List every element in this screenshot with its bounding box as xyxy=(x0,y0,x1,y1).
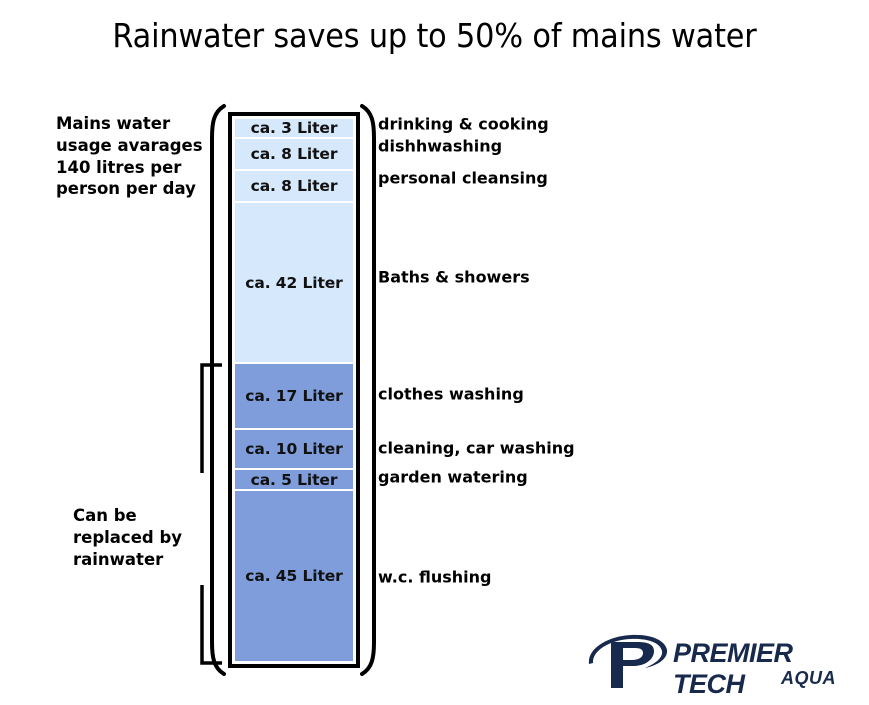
bar-segment-stack: ca. 3 Liter ca. 8 Liter ca. 8 Liter ca. 42 … xyxy=(235,119,353,661)
page-title: Rainwater saves up to 50% of mains water xyxy=(112,16,757,55)
bar-segment: ca. 45 Liter xyxy=(235,491,353,661)
bracket-rainwater-lower xyxy=(200,585,222,665)
bar-segment-value: ca. 8 Liter xyxy=(250,145,338,164)
bar-segment-value: ca. 8 Liter xyxy=(250,177,338,196)
water-usage-stacked-bar: ca. 3 Liter ca. 8 Liter ca. 8 Liter ca. 42 … xyxy=(228,112,360,668)
bar-segment: ca. 3 Liter xyxy=(235,119,353,139)
bracket-rainwater-upper xyxy=(200,363,222,473)
premier-tech-p-swoosh-icon xyxy=(588,634,668,688)
bar-segment: ca. 5 Liter xyxy=(235,470,353,491)
bar-segment-value: ca. 45 Liter xyxy=(245,567,343,585)
bar-segment: ca. 8 Liter xyxy=(235,139,353,172)
bar-segment-value: ca. 3 Liter xyxy=(250,119,338,137)
bar-segment-value: ca. 17 Liter xyxy=(245,387,343,406)
logo-subtext: AQUA xyxy=(781,668,836,688)
annotation-replaced-by-rainwater: Can be replaced by rainwater xyxy=(73,506,183,569)
category-label: w.c. flushing xyxy=(378,567,492,587)
category-label: dishhwashing xyxy=(378,136,503,156)
bar-segment: ca. 10 Liter xyxy=(235,430,353,471)
category-label: drinking & cooking xyxy=(378,114,549,134)
category-label: cleaning, car washing xyxy=(378,438,575,458)
bar-segment-value: ca. 10 Liter xyxy=(245,440,343,459)
bracket-left-total xyxy=(210,104,226,676)
bar-segment: ca. 42 Liter xyxy=(235,203,353,365)
bar-segment-value: ca. 5 Liter xyxy=(250,470,338,489)
bar-segment: ca. 17 Liter xyxy=(235,364,353,431)
category-label: Baths & showers xyxy=(378,267,530,287)
logo-wordmark: PREMIER TECH xyxy=(673,638,793,699)
bar-segment: ca. 8 Liter xyxy=(235,171,353,204)
bar-segment-value: ca. 42 Liter xyxy=(245,273,343,292)
category-label: clothes washing xyxy=(378,384,524,404)
bracket-right-total xyxy=(360,104,376,676)
annotation-mains-water-usage: Mains water usage avarages 140 litres pe… xyxy=(56,114,203,199)
category-label: personal cleansing xyxy=(378,168,548,188)
premier-tech-aqua-logo: PREMIER TECH AQUA xyxy=(585,628,855,699)
category-label: garden watering xyxy=(378,467,528,487)
category-label-column: drinking & cooking dishhwashing personal c… xyxy=(378,112,708,668)
